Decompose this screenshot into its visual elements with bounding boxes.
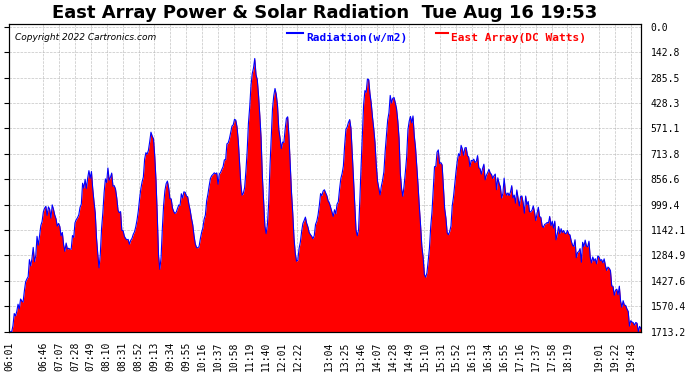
Text: Copyright 2022 Cartronics.com: Copyright 2022 Cartronics.com [15, 33, 157, 42]
Title: East Array Power & Solar Radiation  Tue Aug 16 19:53: East Array Power & Solar Radiation Tue A… [52, 4, 598, 22]
Text: East Array(DC Watts): East Array(DC Watts) [451, 33, 586, 43]
Text: Radiation(w/m2): Radiation(w/m2) [306, 33, 407, 43]
